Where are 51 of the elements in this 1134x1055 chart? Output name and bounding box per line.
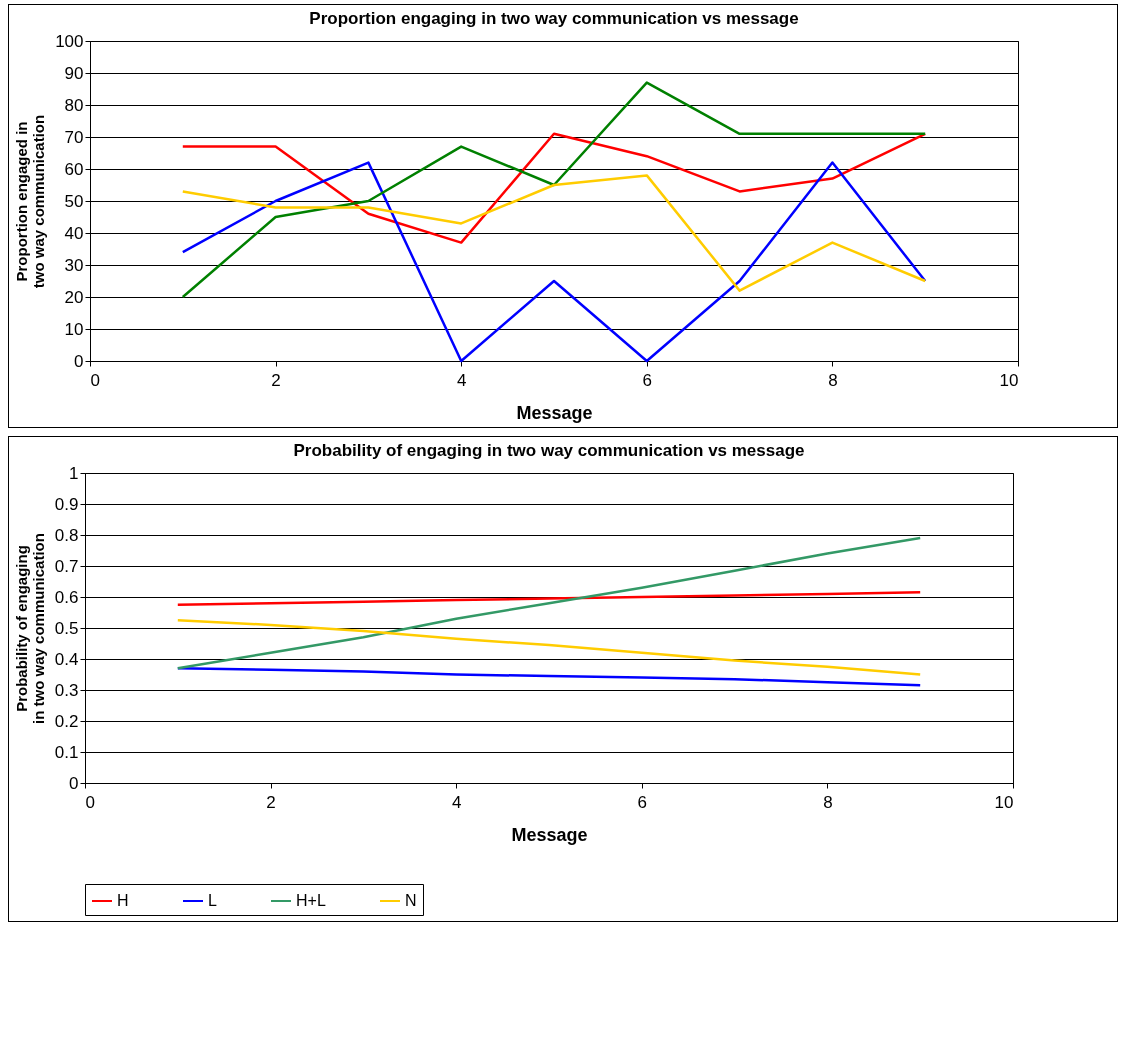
line-series — [176, 591, 922, 606]
y-tick-label: 30 — [64, 255, 84, 275]
y-tick-label: 50 — [64, 191, 84, 211]
line-series — [181, 81, 927, 299]
y-tick-label: 0.8 — [54, 525, 79, 545]
x-tick-label: 10 — [994, 792, 1014, 812]
x-tick-label: 4 — [456, 370, 467, 390]
y-tick-label: 0.5 — [54, 618, 79, 638]
legend-label: N — [405, 892, 417, 909]
chart-title: Proportion engaging in two way communication vs message — [309, 9, 799, 28]
y-tick-label: 0.1 — [54, 742, 79, 762]
y-tick-label: 0.9 — [54, 494, 79, 514]
x-tick-label: 10 — [999, 370, 1019, 390]
x-tick-label: 8 — [828, 370, 838, 390]
x-tick-label: 4 — [451, 792, 462, 812]
x-tick-label: 8 — [823, 792, 833, 812]
y-tick-label: 80 — [64, 95, 84, 115]
x-axis-title: Message — [511, 824, 588, 845]
y-tick-label: 90 — [64, 63, 84, 83]
line-series — [176, 619, 922, 676]
legend-label: L — [208, 892, 217, 909]
legend-label: H — [117, 892, 129, 909]
line-series — [176, 536, 922, 670]
x-tick-label: 6 — [642, 370, 653, 390]
y-tick-label: 1 — [69, 463, 79, 483]
line-series — [181, 132, 927, 244]
y-tick-label: 10 — [64, 319, 84, 339]
y-tick-label: 0.7 — [54, 556, 79, 576]
y-tick-label: 20 — [64, 287, 84, 307]
x-tick-label: 6 — [637, 792, 648, 812]
y-tick-label: 0 — [74, 351, 84, 371]
y-tick-label: 0.2 — [54, 711, 79, 731]
y-tick-label: 40 — [64, 223, 84, 243]
legend-label: H+L — [296, 892, 326, 909]
y-axis-title: Proportion engaged in two way communication — [13, 114, 48, 289]
y-tick-label: 0.6 — [54, 587, 79, 607]
x-tick-label: 0 — [90, 370, 100, 390]
x-tick-label: 2 — [266, 792, 276, 812]
y-tick-label: 0.4 — [54, 649, 79, 669]
line-series — [181, 161, 927, 363]
y-axis-title: Probability of engaging in two way communication — [12, 533, 47, 724]
line-series — [181, 174, 927, 292]
y-tick-label: 60 — [64, 159, 84, 179]
x-tick-label: 2 — [271, 370, 281, 390]
y-tick-label: 0 — [69, 773, 79, 793]
y-tick-label: 100 — [55, 31, 84, 51]
y-tick-label: 70 — [64, 127, 84, 147]
y-tick-label: 0.3 — [54, 680, 79, 700]
chart-title: Probability of engaging in two way communication vs message — [293, 441, 805, 460]
x-axis-title: Message — [516, 402, 593, 423]
line-series — [176, 667, 922, 687]
